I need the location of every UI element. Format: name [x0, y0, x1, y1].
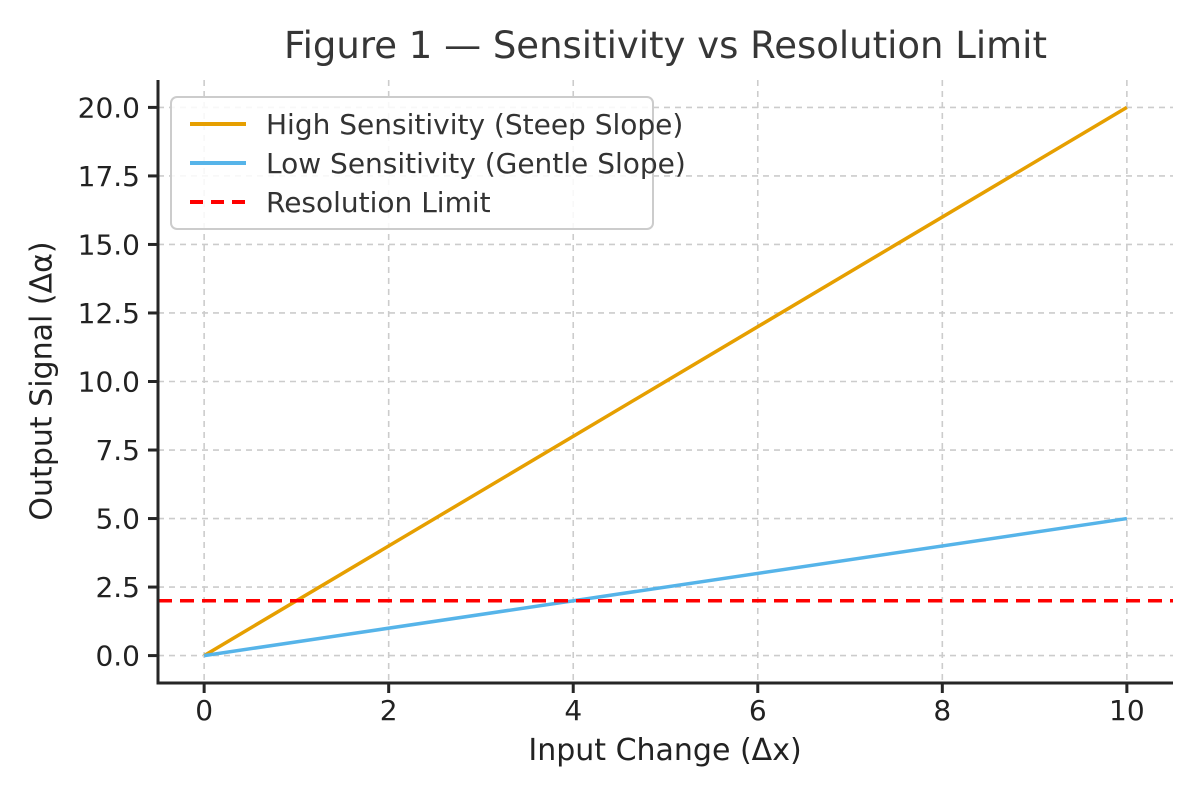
y-tick-label: 20.0: [78, 91, 140, 124]
legend-item-resolution-limit: Resolution Limit: [190, 184, 634, 220]
x-tick-label: 6: [749, 694, 767, 727]
x-tick-label: 2: [380, 694, 398, 727]
x-tick-label: 8: [933, 694, 951, 727]
legend-label: Low Sensitivity (Gentle Slope): [266, 146, 686, 180]
y-tick-label: 5.0: [95, 503, 140, 536]
x-tick-label: 10: [1109, 694, 1145, 727]
x-tick-label: 4: [564, 694, 582, 727]
legend-line-swatch-orange: [190, 122, 246, 126]
series-line: [203, 516, 1128, 658]
y-axis-label: Output Signal (Δα): [24, 241, 60, 521]
y-tick-label: 0.0: [95, 640, 140, 673]
legend-label: High Sensitivity (Steep Slope): [266, 107, 684, 141]
y-tick-label: 10.0: [78, 366, 140, 399]
legend-item-low-sensitivity: Low Sensitivity (Gentle Slope): [190, 145, 686, 181]
y-tick-label: 7.5: [95, 434, 140, 467]
legend: High Sensitivity (Steep Slope) Low Sensi…: [170, 96, 686, 230]
legend-label: Resolution Limit: [266, 185, 491, 219]
y-tick-label: 17.5: [78, 160, 140, 193]
legend-line-swatch-red-dashed: [190, 200, 246, 204]
x-tick-label: 0: [195, 694, 213, 727]
series-line: [203, 105, 1128, 658]
x-axis-label: Input Change (Δx): [528, 733, 802, 768]
legend-line-swatch-blue: [190, 161, 246, 165]
legend-item-high-sensitivity: High Sensitivity (Steep Slope): [190, 106, 683, 142]
y-tick-label: 2.5: [95, 571, 140, 604]
y-tick-label: 12.5: [78, 297, 140, 330]
chart-title: Figure 1 — Sensitivity vs Resolution Lim…: [284, 24, 1047, 67]
y-tick-label: 15.0: [78, 228, 140, 261]
